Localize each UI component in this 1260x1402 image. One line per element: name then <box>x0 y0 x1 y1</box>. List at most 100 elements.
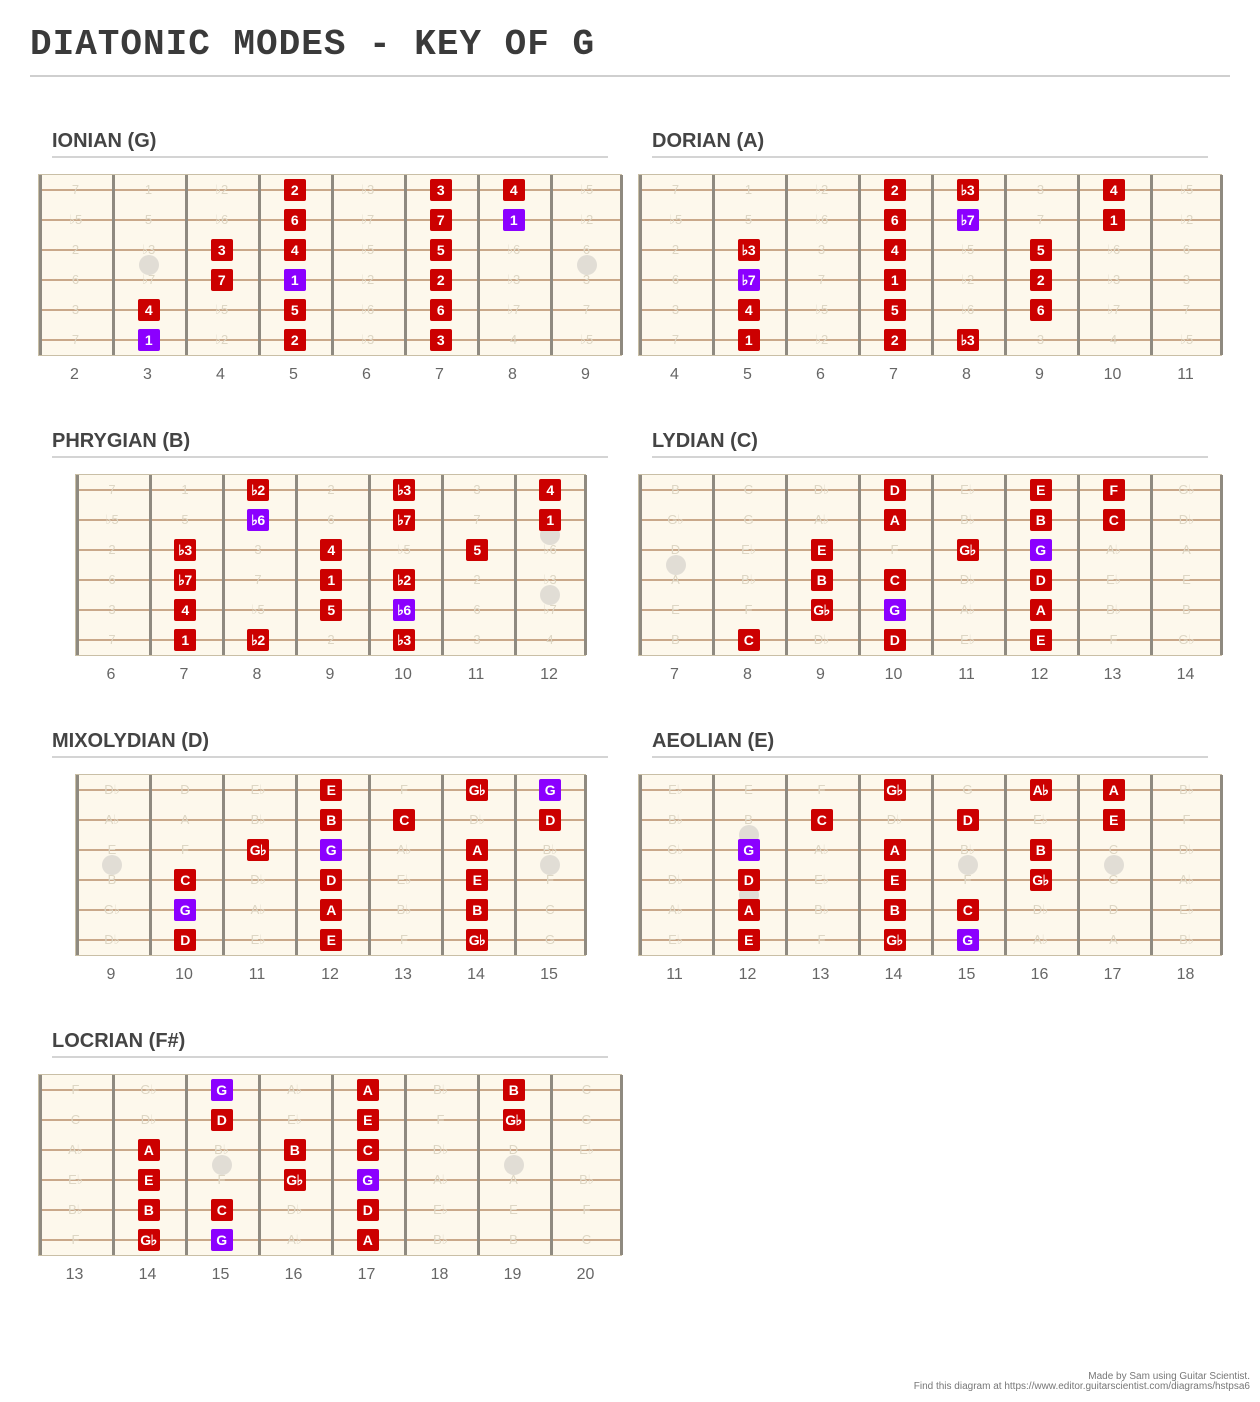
ghost-note-label: D♭ <box>1178 842 1195 857</box>
note-marker: 4 <box>502 179 525 201</box>
root-note-marker: G <box>1029 539 1052 561</box>
ghost-note-label: ♭2 <box>360 272 375 287</box>
ghost-note-label: ♭5 <box>814 302 829 317</box>
fret-line <box>112 175 115 355</box>
ghost-note-label: ♭6 <box>960 302 975 317</box>
ghost-note-label: D♭ <box>140 1112 157 1127</box>
note-marker: ♭7 <box>174 569 196 591</box>
root-note-marker: ♭7 <box>956 209 979 231</box>
ghost-note-label: B♭ <box>542 842 558 857</box>
note-marker: C <box>883 569 906 591</box>
fret-number: 7 <box>179 666 189 683</box>
ghost-note-label: 2 <box>473 572 481 587</box>
fret-number: 9 <box>816 666 825 683</box>
note-marker: D <box>174 929 196 951</box>
fret-line <box>620 1075 623 1255</box>
fret-inlay-dot <box>540 585 560 605</box>
fret-line <box>331 1075 334 1255</box>
note-marker: 5 <box>283 299 306 321</box>
fretboard: 7 1 ♭2 2 ♭3 3 4 ♭5 5 ♭6 6 ♭7 7 1 2 ♭3 3 4 ♭5 5 ♭6 6 ♭7 7 1 ♭2 2 ♭3 3… <box>74 474 587 656</box>
fret-line <box>367 475 371 655</box>
ghost-note-label: A <box>180 812 190 827</box>
ghost-note-label: B <box>1182 602 1191 617</box>
ghost-note-label: 6 <box>473 602 481 617</box>
fret-number: 17 <box>1103 966 1122 983</box>
note-marker: C <box>956 899 979 921</box>
ghost-note-label: E♭ <box>960 632 975 647</box>
fret-line <box>221 775 225 955</box>
ghost-note-label: 7 <box>671 332 680 347</box>
note-marker: G♭ <box>883 929 906 951</box>
ghost-note-label: ♭7 <box>1106 302 1121 317</box>
ghost-note-label: 3 <box>473 632 481 647</box>
ghost-note-label: G♭ <box>667 512 684 527</box>
mode-title-divider <box>52 1056 608 1058</box>
page-title: DIATONIC MODES - KEY OF G <box>30 24 596 65</box>
fret-number: 5 <box>743 366 752 383</box>
ghost-note-label: E <box>671 602 680 617</box>
ghost-note-label: C <box>545 902 555 917</box>
ghost-note-label: ♭2 <box>960 272 975 287</box>
note-marker: 4 <box>320 539 342 561</box>
ghost-note-label: E♭ <box>814 872 829 887</box>
fret-line <box>931 175 934 355</box>
ghost-note-label: D <box>1108 902 1119 917</box>
fret-line <box>75 775 79 955</box>
ghost-note-label: 4 <box>546 632 554 647</box>
mode-title-divider <box>52 456 608 458</box>
fret-number: 11 <box>666 966 683 983</box>
fret-line <box>148 775 152 955</box>
fret-line <box>404 175 407 355</box>
fret-line <box>39 175 42 355</box>
note-marker: C <box>1102 509 1125 531</box>
note-marker: E <box>137 1169 160 1191</box>
note-marker: 1 <box>539 509 561 531</box>
fret-number: 12 <box>321 966 339 983</box>
ghost-note-label: D♭ <box>959 572 976 587</box>
note-marker: 5 <box>883 299 906 321</box>
ghost-note-label: ♭3 <box>141 242 156 257</box>
note-marker: C <box>174 869 196 891</box>
ghost-note-label: F <box>817 932 826 947</box>
fret-line <box>513 775 517 955</box>
note-marker: 2 <box>883 329 906 351</box>
ghost-note-label: E♭ <box>1033 812 1048 827</box>
mode-diagram: LOCRIAN (F#) F G♭ G A♭ A B♭ B C C D♭ D E♭ E F G♭ G A♭ A B♭ B… <box>30 1030 630 1300</box>
note-marker: 5 <box>466 539 488 561</box>
root-note-marker: 1 <box>283 269 306 291</box>
ghost-note-label: F <box>400 782 408 797</box>
fret-number: 7 <box>670 666 679 683</box>
ghost-note-label: 7 <box>473 512 481 527</box>
ghost-note-label: F <box>1109 632 1118 647</box>
note-marker: D <box>1029 569 1052 591</box>
fret-line <box>367 775 371 955</box>
mode-diagram: AEOLIAN (E) E♭ E F G♭ G A♭ A B♭ B♭ B C D♭ D E♭ E F G♭ G A♭ A… <box>630 730 1230 1000</box>
mode-title: LOCRIAN (F#) <box>52 1030 186 1052</box>
mode-title-divider <box>652 756 1208 758</box>
ghost-note-label: ♭6 <box>814 212 829 227</box>
ghost-note-label: 7 <box>1036 212 1045 227</box>
fret-number: 13 <box>65 1266 84 1283</box>
fret-number: 13 <box>394 966 412 983</box>
ghost-note-label: ♭5 <box>668 212 683 227</box>
ghost-note-label: A♭ <box>814 512 829 527</box>
note-marker: G♭ <box>810 599 833 621</box>
ghost-note-label: 3 <box>671 302 680 317</box>
ghost-note-label: 7 <box>71 182 80 197</box>
ghost-note-label: ♭3 <box>1106 272 1121 287</box>
fret-number: 5 <box>289 366 298 383</box>
ghost-note-label: F <box>546 872 554 887</box>
fret-line <box>858 175 861 355</box>
mode-title: PHRYGIAN (B) <box>52 430 191 452</box>
fret-number: 18 <box>1176 966 1195 983</box>
ghost-note-label: 3 <box>1036 332 1045 347</box>
ghost-note-label: D♭ <box>286 1202 303 1217</box>
ghost-note-label: E♭ <box>250 782 266 797</box>
ghost-note-label: G♭ <box>1178 632 1195 647</box>
root-note-marker: G <box>210 1229 233 1251</box>
title-divider <box>30 75 1230 77</box>
ghost-note-label: D♭ <box>1032 902 1049 917</box>
fret-number: 11 <box>958 666 975 683</box>
ghost-note-label: 4 <box>1109 332 1118 347</box>
ghost-note-label: 6 <box>327 512 335 527</box>
